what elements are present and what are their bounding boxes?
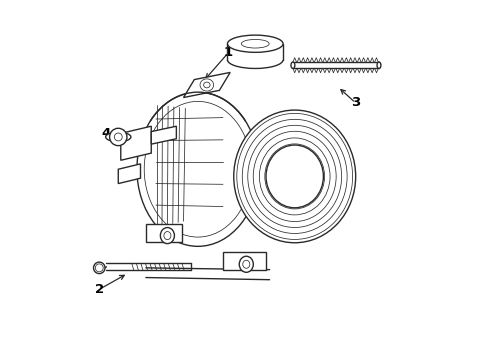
Ellipse shape xyxy=(227,35,283,52)
Polygon shape xyxy=(118,164,140,184)
Text: 2: 2 xyxy=(95,283,103,296)
Ellipse shape xyxy=(233,110,355,243)
Text: 3: 3 xyxy=(350,96,360,109)
Polygon shape xyxy=(223,252,265,270)
Ellipse shape xyxy=(93,262,105,274)
Polygon shape xyxy=(183,72,230,98)
Ellipse shape xyxy=(160,228,174,244)
Ellipse shape xyxy=(105,132,131,142)
Ellipse shape xyxy=(290,62,294,68)
Ellipse shape xyxy=(376,62,380,68)
Polygon shape xyxy=(145,224,182,242)
Ellipse shape xyxy=(200,79,213,91)
Text: 4: 4 xyxy=(102,127,111,140)
Ellipse shape xyxy=(109,128,127,146)
Polygon shape xyxy=(151,126,176,144)
Ellipse shape xyxy=(241,40,268,48)
Polygon shape xyxy=(121,126,151,160)
Ellipse shape xyxy=(239,256,253,272)
Ellipse shape xyxy=(265,145,323,208)
Ellipse shape xyxy=(137,92,258,246)
Text: 1: 1 xyxy=(224,46,232,59)
